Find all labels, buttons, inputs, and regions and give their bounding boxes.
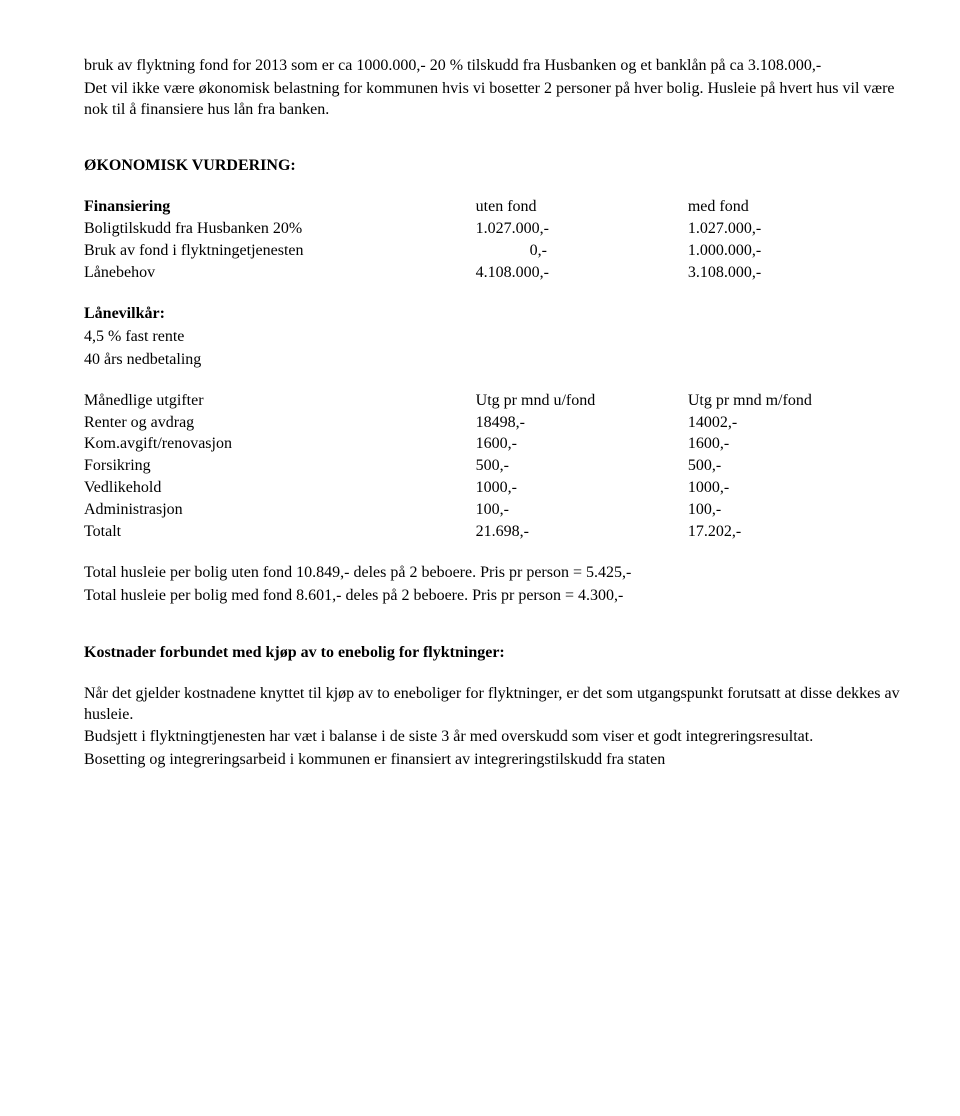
cell-label: Totalt [84, 522, 476, 544]
table-row: Lånebehov 4.108.000,- 3.108.000,- [84, 263, 900, 285]
finansiering-header-c2: med fond [688, 197, 900, 219]
cell-value: 14002,- [688, 413, 900, 435]
kostnader-p3: Bosetting og integreringsarbeid i kommun… [84, 750, 900, 771]
table-row: Vedlikehold 1000,- 1000,- [84, 478, 900, 500]
table-row: Totalt 21.698,- 17.202,- [84, 522, 900, 544]
finansiering-header-c1: uten fond [476, 197, 688, 219]
lanevilkar-l1: 4,5 % fast rente [84, 327, 900, 348]
heading-kostnader: Kostnader forbundet med kjøp av to enebo… [84, 643, 900, 664]
cell-value: 0,- [476, 241, 688, 263]
table-row: Kom.avgift/renovasjon 1600,- 1600,- [84, 434, 900, 456]
cell-value: 4.108.000,- [476, 263, 688, 285]
intro-p2: Det vil ikke være økonomisk belastning f… [84, 79, 900, 121]
cell-value: 100,- [688, 500, 900, 522]
kostnader-p2: Budsjett i flyktningtjenesten har væt i … [84, 727, 900, 748]
table-row: Bruk av fond i flyktningetjenesten 0,- 1… [84, 241, 900, 263]
table-row: Administrasjon 100,- 100,- [84, 500, 900, 522]
finansiering-header-label: Finansiering [84, 197, 476, 219]
husleie-p1: Total husleie per bolig uten fond 10.849… [84, 563, 900, 584]
utgifter-header-c2: Utg pr mnd m/fond [688, 391, 900, 413]
lanevilkar-l2: 40 års nedbetaling [84, 350, 900, 371]
cell-label: Boligtilskudd fra Husbanken 20% [84, 219, 476, 241]
lanevilkar-block: Lånevilkår: 4,5 % fast rente 40 års nedb… [84, 304, 900, 370]
table-row: Renter og avdrag 18498,- 14002,- [84, 413, 900, 435]
husleie-p2: Total husleie per bolig med fond 8.601,-… [84, 586, 900, 607]
cell-value: 1000,- [476, 478, 688, 500]
finansiering-table: Finansiering uten fond med fond Boligtil… [84, 197, 900, 284]
kostnader-p1: Når det gjelder kostnadene knyttet til k… [84, 684, 900, 726]
intro-p1: bruk av flyktning fond for 2013 som er c… [84, 56, 900, 77]
cell-value: 21.698,- [476, 522, 688, 544]
lanevilkar-title: Lånevilkår: [84, 304, 900, 325]
cell-value: 1600,- [476, 434, 688, 456]
cell-value: 1600,- [688, 434, 900, 456]
table-row: Månedlige utgifter Utg pr mnd u/fond Utg… [84, 391, 900, 413]
cell-label: Renter og avdrag [84, 413, 476, 435]
cell-label: Bruk av fond i flyktningetjenesten [84, 241, 476, 263]
table-row: Forsikring 500,- 500,- [84, 456, 900, 478]
cell-label: Administrasjon [84, 500, 476, 522]
cell-value: 100,- [476, 500, 688, 522]
cell-label: Vedlikehold [84, 478, 476, 500]
cell-value: 17.202,- [688, 522, 900, 544]
table-row: Boligtilskudd fra Husbanken 20% 1.027.00… [84, 219, 900, 241]
cell-value: 500,- [476, 456, 688, 478]
cell-value: 1.027.000,- [476, 219, 688, 241]
cell-value: 3.108.000,- [688, 263, 900, 285]
cell-label: Forsikring [84, 456, 476, 478]
utgifter-header-label: Månedlige utgifter [84, 391, 476, 413]
cell-label: Kom.avgift/renovasjon [84, 434, 476, 456]
utgifter-table: Månedlige utgifter Utg pr mnd u/fond Utg… [84, 391, 900, 544]
cell-value: 18498,- [476, 413, 688, 435]
cell-value: 1000,- [688, 478, 900, 500]
cell-label: Lånebehov [84, 263, 476, 285]
cell-value: 1.027.000,- [688, 219, 900, 241]
utgifter-header-c1: Utg pr mnd u/fond [476, 391, 688, 413]
cell-value: 1.000.000,- [688, 241, 900, 263]
heading-okonomisk-vurdering: ØKONOMISK VURDERING: [84, 156, 900, 177]
table-row: Finansiering uten fond med fond [84, 197, 900, 219]
cell-value: 500,- [688, 456, 900, 478]
